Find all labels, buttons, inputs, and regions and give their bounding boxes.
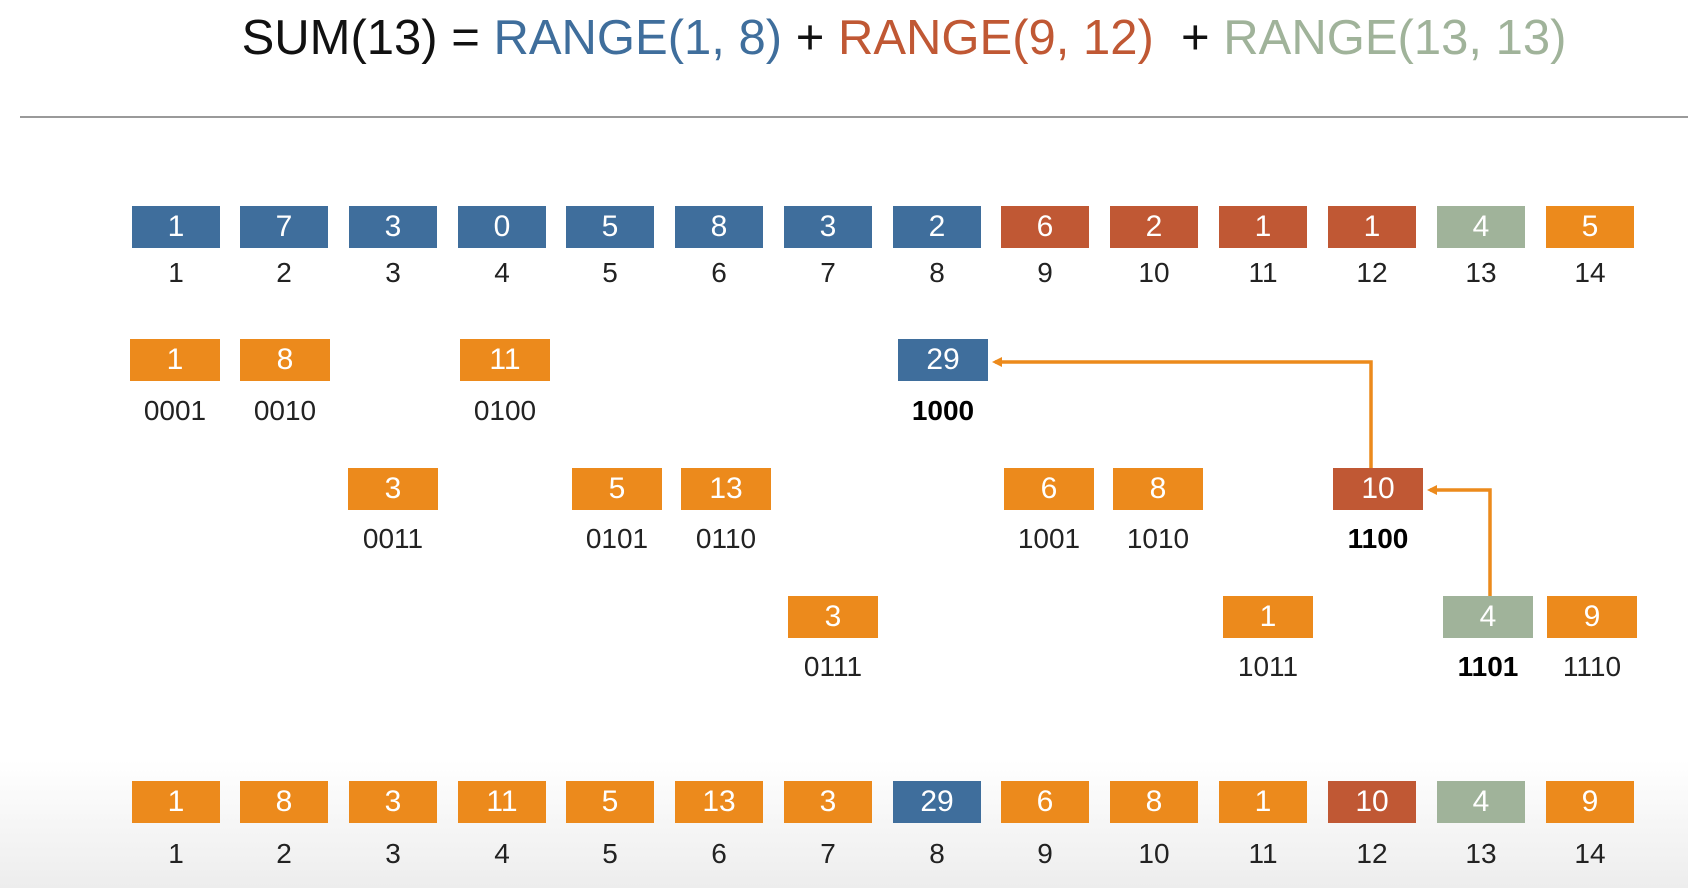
array-index-label: 8 [929, 257, 945, 288]
tree-node-box: 8 [1113, 468, 1203, 510]
array-cell: 4 [1437, 206, 1525, 248]
tree-node-box: 10 [1333, 468, 1423, 510]
tree-node-binary-label: 1100 [1347, 523, 1409, 554]
tree-node-binary-label: 0100 [473, 395, 537, 426]
tree-node-box: 1 [130, 339, 220, 381]
array-cell: 6 [1001, 206, 1089, 248]
tree-node-binary-label: 1000 [911, 395, 975, 426]
tree-node-binary-label: 1001 [1017, 523, 1081, 554]
array-index-label: 11 [1248, 257, 1278, 288]
arrow-1100-to-1000 [992, 357, 1373, 468]
fenwick-index-label: 14 [1574, 838, 1606, 869]
fenwick-index-label: 3 [385, 838, 401, 869]
fenwick-cell: 13 [675, 781, 763, 823]
formula-title: SUM(13) = RANGE(1, 8) + RANGE(9, 12) + R… [0, 8, 1688, 68]
fenwick-index-label: 1 [168, 838, 184, 869]
tree-node-binary-label: 0001 [143, 395, 207, 426]
fenwick-cell: 8 [1110, 781, 1198, 823]
tree-node-box: 3 [788, 596, 878, 638]
formula-plus-2: + [1153, 11, 1224, 65]
tree-node-binary-label: 0011 [362, 523, 424, 554]
tree-node-box: 29 [898, 339, 988, 381]
fenwick-cell: 8 [240, 781, 328, 823]
array-cell: 2 [1110, 206, 1198, 248]
array-index-label: 13 [1465, 257, 1497, 288]
array-index-label: 4 [494, 257, 510, 288]
array-cell: 1 [1219, 206, 1307, 248]
fenwick-cell: 5 [566, 781, 654, 823]
arrow-1101-to-1100 [1427, 485, 1492, 596]
tree-node-box: 3 [348, 468, 438, 510]
array-index-label: 3 [385, 257, 401, 288]
array-cell: 5 [566, 206, 654, 248]
array-index-label: 6 [711, 257, 727, 288]
array-cell: 1 [132, 206, 220, 248]
tree-node-binary-label: 1010 [1126, 523, 1190, 554]
formula-plus-1: + [782, 11, 838, 65]
array-index-label: 10 [1138, 257, 1170, 288]
tree-node-box: 4 [1443, 596, 1533, 638]
array-cell: 7 [240, 206, 328, 248]
tree-node-box: 13 [681, 468, 771, 510]
fenwick-index-label: 7 [820, 838, 836, 869]
tree-node-box: 11 [460, 339, 550, 381]
fenwick-index-label: 12 [1356, 838, 1388, 869]
fenwick-index-label: 2 [276, 838, 292, 869]
formula-range-3: RANGE(13, 13) [1223, 11, 1567, 65]
tree-node-binary-label: 0010 [253, 395, 317, 426]
formula-sum: SUM(13) = [241, 11, 494, 65]
array-index-label: 2 [276, 257, 292, 288]
array-cell: 5 [1546, 206, 1634, 248]
fenwick-index-label: 13 [1465, 838, 1497, 869]
tree-node-box: 8 [240, 339, 330, 381]
tree-node-binary-label: 1110 [1562, 651, 1622, 682]
array-index-label: 9 [1037, 257, 1053, 288]
fenwick-index-label: 8 [929, 838, 945, 869]
fenwick-cell: 11 [458, 781, 546, 823]
fenwick-cell: 10 [1328, 781, 1416, 823]
fenwick-index-label: 9 [1037, 838, 1053, 869]
tree-node-binary-label: 1011 [1237, 651, 1299, 682]
array-index-label: 14 [1574, 257, 1606, 288]
fenwick-cell: 3 [784, 781, 872, 823]
tree-node-box: 1 [1223, 596, 1313, 638]
formula-range-2: RANGE(9, 12) [837, 11, 1154, 65]
tree-node-box: 9 [1547, 596, 1637, 638]
tree-node-binary-label: 0111 [803, 651, 863, 682]
array-index-label: 12 [1356, 257, 1388, 288]
fenwick-cell: 9 [1546, 781, 1634, 823]
fenwick-index-label: 4 [494, 838, 510, 869]
array-index-label: 7 [820, 257, 836, 288]
fenwick-cell: 6 [1001, 781, 1089, 823]
fenwick-index-label: 6 [711, 838, 727, 869]
formula-range-1: RANGE(1, 8) [493, 11, 783, 65]
fenwick-index-label: 5 [602, 838, 618, 869]
array-cell: 1 [1328, 206, 1416, 248]
fenwick-index-label: 11 [1248, 838, 1278, 869]
fenwick-cell: 1 [132, 781, 220, 823]
fenwick-cell: 3 [349, 781, 437, 823]
array-cell: 8 [675, 206, 763, 248]
divider-line [20, 116, 1688, 118]
tree-node-box: 5 [572, 468, 662, 510]
tree-node-binary-label: 1101 [1457, 651, 1519, 682]
array-index-label: 5 [602, 257, 618, 288]
array-index-label: 1 [168, 257, 184, 288]
array-cell: 3 [349, 206, 437, 248]
fenwick-index-label: 10 [1138, 838, 1170, 869]
tree-node-binary-label: 0110 [695, 523, 757, 554]
array-cell: 3 [784, 206, 872, 248]
tree-node-binary-label: 0101 [585, 523, 649, 554]
array-cell: 0 [458, 206, 546, 248]
tree-node-box: 6 [1004, 468, 1094, 510]
fenwick-cell: 4 [1437, 781, 1525, 823]
fenwick-cell: 29 [893, 781, 981, 823]
array-cell: 2 [893, 206, 981, 248]
fenwick-cell: 1 [1219, 781, 1307, 823]
